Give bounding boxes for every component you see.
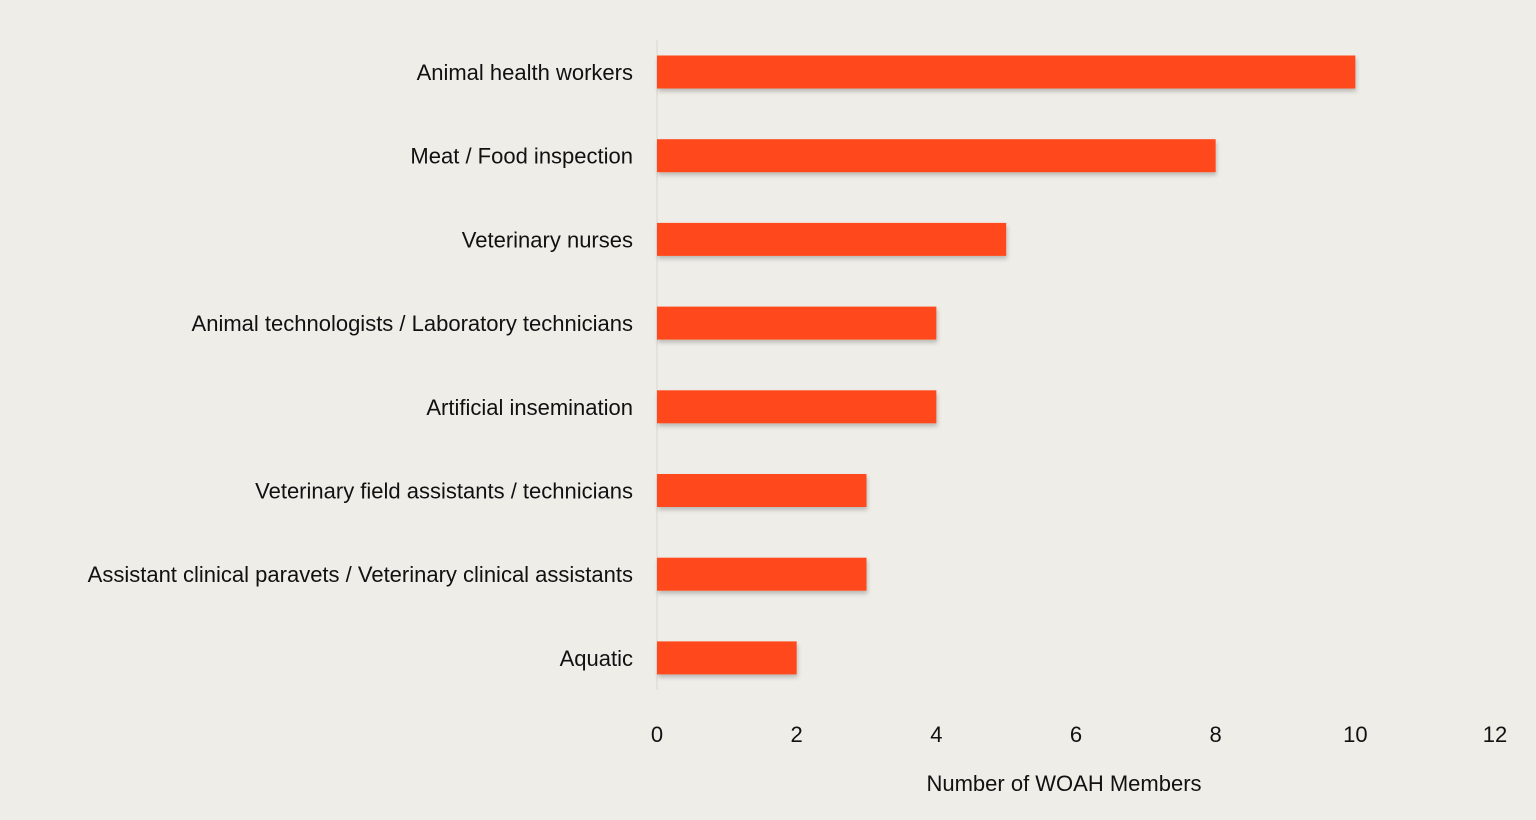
x-tick-label: 8 xyxy=(1210,722,1222,747)
x-tick-label: 6 xyxy=(1070,722,1082,747)
bar xyxy=(657,390,937,424)
category-label: Veterinary nurses xyxy=(462,227,633,252)
bar xyxy=(657,222,1007,256)
x-tick-label: 4 xyxy=(930,722,942,747)
bars-group xyxy=(657,55,1356,675)
bar xyxy=(657,139,1216,173)
x-tick-label: 0 xyxy=(651,722,663,747)
category-label: Artificial insemination xyxy=(426,395,633,420)
category-labels-group: Animal health workers Meat / Food inspect… xyxy=(88,60,633,671)
bar xyxy=(657,641,797,675)
x-tick-label: 12 xyxy=(1483,722,1507,747)
bar xyxy=(657,557,867,591)
x-tick-label: 10 xyxy=(1343,722,1367,747)
category-label: Aquatic xyxy=(560,646,633,671)
category-label: Meat / Food inspection xyxy=(410,144,633,169)
x-tick-labels-group: 0 2 4 6 8 10 12 xyxy=(651,722,1507,747)
bar xyxy=(657,306,937,340)
bar xyxy=(657,474,867,507)
category-label: Animal health workers xyxy=(417,60,633,85)
bar xyxy=(657,55,1356,89)
category-label: Animal technologists / Laboratory techni… xyxy=(192,311,633,336)
category-label: Assistant clinical paravets / Veterinary… xyxy=(88,562,633,587)
x-tick-label: 2 xyxy=(791,722,803,747)
category-label: Veterinary field assistants / technician… xyxy=(255,479,633,504)
x-axis-title: Number of WOAH Members xyxy=(926,771,1201,796)
